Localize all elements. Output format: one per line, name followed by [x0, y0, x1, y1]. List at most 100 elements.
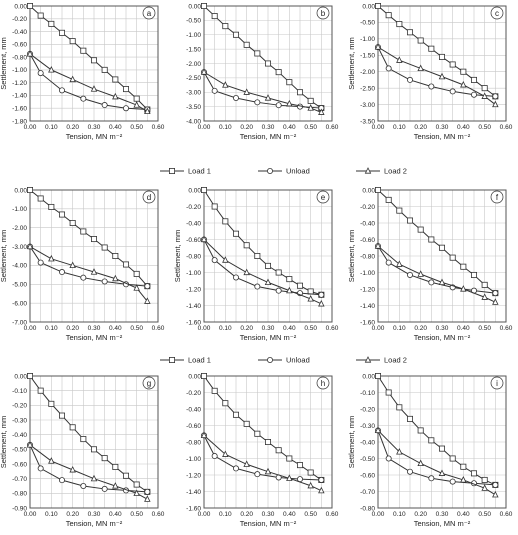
y-tick-label: -1.40 [186, 489, 201, 496]
data-point [243, 268, 250, 276]
data-point [144, 107, 151, 115]
data-point [133, 481, 140, 488]
x-tick-label: 0.60 [500, 511, 513, 518]
series-line [203, 239, 322, 296]
y-tick-label: 0.00 [188, 187, 201, 194]
data-point [59, 269, 66, 276]
y-tick-label: -0.50 [186, 18, 201, 25]
data-point [264, 60, 271, 67]
data-point [396, 404, 403, 411]
legend-marker [168, 167, 175, 174]
panel-letter-badge [316, 190, 330, 204]
x-tick-label: 0.00 [198, 325, 211, 332]
y-tick-label: -1.00 [12, 206, 27, 213]
data-point [275, 69, 282, 76]
series-load-2 [26, 242, 151, 304]
y-axis-label: Settlement, mm [0, 416, 8, 469]
y-axis-label: Settlement, mm [0, 230, 8, 283]
x-tick-label: 0.50 [478, 124, 491, 131]
y-tick-label: 0.00 [188, 3, 201, 10]
data-point [80, 95, 87, 102]
x-tick-label: 0.30 [436, 511, 449, 518]
data-point [90, 85, 98, 92]
y-tick-label: -0.50 [360, 456, 375, 463]
data-point [318, 486, 325, 494]
data-point [123, 261, 130, 268]
series-unload [26, 243, 151, 290]
data-point [385, 389, 392, 396]
y-tick-label: 0.00 [188, 373, 201, 380]
data-point [254, 283, 261, 290]
y-tick-label: -1.20 [360, 286, 375, 293]
panel-letter-badge [490, 376, 504, 390]
y-tick-label: -1.50 [186, 46, 201, 53]
data-point [123, 472, 130, 479]
x-tick-label: 0.60 [326, 511, 339, 518]
data-point [243, 460, 250, 467]
legend-label: Load 2 [384, 356, 407, 365]
x-tick-label: 0.00 [372, 325, 385, 332]
series-load-2 [26, 441, 151, 502]
data-point [438, 53, 445, 60]
data-point [133, 270, 140, 277]
x-tick-label: 0.50 [304, 325, 317, 332]
data-point [296, 282, 303, 289]
data-point [396, 260, 403, 267]
data-point [481, 92, 488, 99]
x-tick-label: 0.60 [152, 124, 165, 131]
y-tick-label: -4.00 [186, 118, 201, 125]
series-line [377, 430, 496, 486]
series-line [377, 245, 496, 294]
x-tick-label: 0.00 [24, 124, 37, 131]
x-tick-label: 0.30 [262, 325, 275, 332]
data-point [286, 455, 293, 462]
x-tick-label: 0.20 [240, 325, 253, 332]
x-tick-label: 0.00 [372, 124, 385, 131]
x-tick-label: 0.30 [88, 511, 101, 518]
panel-letter-badge [142, 376, 156, 390]
data-point [417, 64, 424, 72]
y-tick-label: -0.30 [12, 417, 27, 424]
data-point [296, 89, 303, 96]
x-tick-label: 0.50 [478, 511, 491, 518]
data-point [200, 235, 208, 243]
data-point [48, 203, 55, 210]
x-tick-label: 0.50 [130, 325, 143, 332]
data-point [275, 287, 282, 294]
data-point [254, 252, 261, 259]
data-point [200, 431, 208, 439]
y-tick-label: -0.20 [12, 16, 27, 23]
data-point [492, 290, 499, 297]
data-point [307, 481, 314, 489]
series-line [203, 435, 322, 492]
y-tick-label: -1.40 [12, 93, 27, 100]
plot-frame [203, 375, 333, 509]
data-point [144, 283, 151, 290]
data-point [112, 92, 119, 100]
data-point [286, 276, 293, 283]
data-point [385, 259, 392, 266]
data-point [385, 12, 392, 19]
data-point [307, 295, 314, 302]
data-point [318, 291, 325, 298]
x-tick-label: 0.50 [304, 124, 317, 131]
data-point [318, 476, 325, 483]
series-line [377, 245, 496, 303]
series-load-2 [200, 235, 325, 307]
series-line [377, 46, 496, 105]
data-point [200, 68, 208, 75]
y-tick-label: 0.00 [14, 187, 27, 194]
y-tick-label: -1.50 [360, 53, 375, 60]
data-point [80, 274, 87, 281]
data-point [101, 102, 108, 109]
data-point [232, 95, 239, 102]
x-axis-label: Tension, MN m⁻² [66, 519, 123, 528]
data-point [211, 203, 218, 210]
y-tick-label: -0.70 [360, 489, 375, 496]
data-point [481, 476, 488, 483]
data-point [133, 284, 140, 291]
x-tick-label: 0.30 [436, 325, 449, 332]
data-point [37, 387, 44, 394]
data-point [428, 236, 435, 243]
x-tick-label: 0.00 [198, 124, 211, 131]
